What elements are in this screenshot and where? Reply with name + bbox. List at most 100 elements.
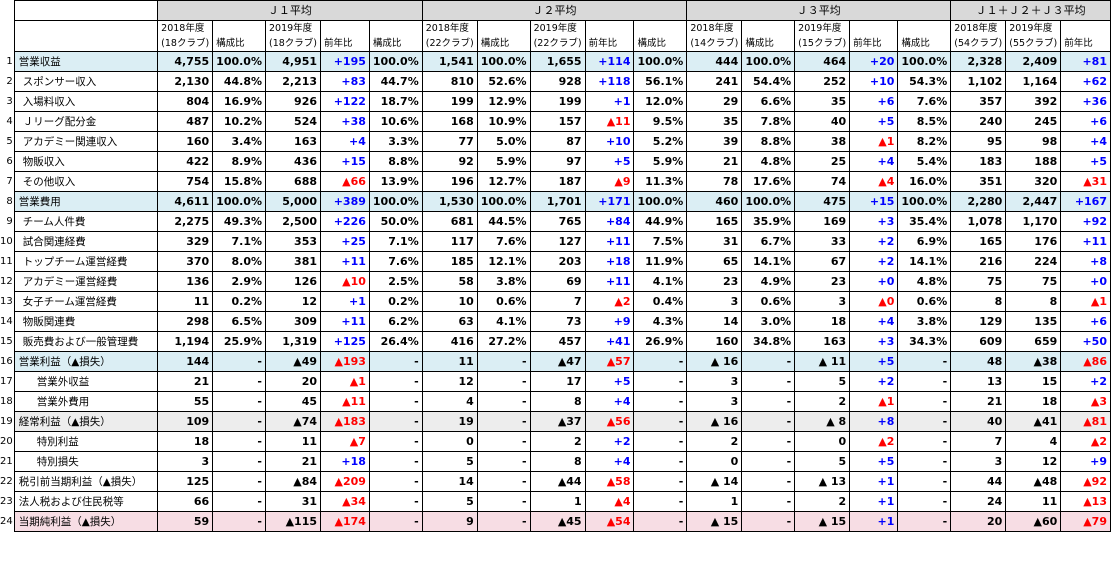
table-cell: +41 [584,331,635,352]
row-number-header [0,36,15,52]
table-cell: - [368,511,423,532]
table-cell: 35.9% [741,211,796,232]
table-cell: 688 [264,171,322,192]
group-header-1: Ｊ１平均 [157,0,423,21]
row-label: 販売費および一般管理費 [13,331,159,352]
table-cell: 3 [794,291,851,312]
row-label: 女子チーム運営経費 [13,291,159,312]
table-cell: 25 [794,151,851,172]
table-row: 14 物販関連費 298 6.5% 309 +11 6.2% 63 4.1% 73 +9 4.3% 14… [0,311,1111,332]
table-cell: ▲ 15 [686,511,743,532]
table-cell: 78 [686,171,743,192]
table-cell: 609 [950,331,1007,352]
table-cell: - [897,411,952,432]
table-cell: 353 [264,231,322,252]
table-cell: 240 [950,111,1007,132]
table-cell: +38 [320,111,370,132]
table-cell: - [633,351,688,372]
subheader-cell: 2019年度 [264,20,322,36]
table-cell: 63 [421,311,478,332]
table-row: 15 販売費および一般管理費 1,194 25.9% 1,319 +125 26.4% 416… [0,331,1111,352]
table-cell: 12.7% [476,171,531,192]
table-cell: 4.1% [633,271,688,292]
subheader-cell: 前年比 [849,36,899,52]
table-cell: - [368,471,423,492]
table-cell: 2,213 [264,71,322,92]
subheader-cell: 2019年度 [529,20,586,36]
table-cell: 176 [1005,231,1062,252]
table-row: 12 アカデミー運営経費 136 2.9% 126 ▲10 2.5% 58 3.8% 69 +11 4… [0,271,1111,292]
table-cell: +6 [1060,111,1111,132]
table-cell: - [212,511,266,532]
row-number: 18 [0,395,13,407]
row-label: 試合関連経費 [13,231,159,252]
table-cell: +11 [584,271,635,292]
table-cell: 810 [421,71,478,92]
table-cell: 14.1% [897,251,952,272]
table-cell: 7.6% [368,251,423,272]
table-cell: ▲79 [1060,511,1111,532]
table-cell: 8 [529,391,586,412]
table-cell: 35.4% [897,211,952,232]
table-cell: 12.0% [633,91,688,112]
table-row: 19 経常利益（▲損失） 109- ▲74 ▲183-19- ▲37 ▲56- ▲ 16- ▲ … [0,411,1111,432]
table-cell: 3 [157,451,214,472]
table-cell: 12.1% [476,251,531,272]
table-cell: 100.0% [897,51,952,72]
table-cell: 127 [529,231,586,252]
table-cell: 8 [529,451,586,472]
table-cell: 8.5% [897,111,952,132]
row-label: アカデミー運営経費 [13,271,159,292]
group-header-4: Ｊ１＋Ｊ２＋Ｊ３平均 [950,0,1111,21]
table-cell: 8.8% [741,131,796,152]
row-number: 23 [0,495,13,507]
table-cell: 52.6% [476,71,531,92]
table-cell: ▲2 [1060,431,1111,452]
row-label: 営業外費用 [13,391,159,412]
table-cell: ▲54 [584,511,635,532]
table-row: 21 特別損失 3-21 +18-5-8 +4-0-5 +5-3 12 +9 [0,451,1111,472]
table-cell: 31 [686,231,743,252]
table-cell: 5.9% [633,151,688,172]
table-cell: 100.0% [741,191,796,212]
table-cell: 2 [794,491,851,512]
row-number: 7 [6,175,13,187]
table-cell: 16.9% [212,91,266,112]
table-cell: 203 [529,251,586,272]
table-cell: - [741,451,796,472]
table-cell: 357 [950,91,1007,112]
table-cell: 21 [157,371,214,392]
table-cell: +114 [584,51,635,72]
table-cell: ▲58 [584,471,635,492]
table-cell: - [476,371,531,392]
table-cell: 21 [264,451,322,472]
subheader-cell: 2018年度 [157,20,214,36]
table-cell: 444 [686,51,743,72]
row-number: 19 [0,415,13,427]
table-cell: +6 [849,91,899,112]
table-cell: 39 [686,131,743,152]
table-cell: 11 [264,431,322,452]
table-cell: 0.2% [368,291,423,312]
table-cell: 1,078 [950,211,1007,232]
table-cell: 199 [421,91,478,112]
table-cell: 18 [157,431,214,452]
table-cell: 1,170 [1005,211,1062,232]
table-cell: 18 [794,311,851,332]
table-cell: 10 [421,291,478,312]
subheader-cell [476,20,531,36]
table-cell: 100.0% [633,51,688,72]
table-cell: +5 [1060,151,1111,172]
table-cell: 20 [264,371,322,392]
table-cell: 1,541 [421,51,478,72]
row-label: 法人税および住民税等 [13,491,159,512]
row-label: 税引前当期利益（▲損失） [13,471,159,492]
table-cell: 163 [264,131,322,152]
table-cell: +83 [320,71,370,92]
table-cell: ▲60 [1005,511,1062,532]
table-cell: +2 [584,431,635,452]
table-cell: +36 [1060,91,1111,112]
table-cell: +2 [849,371,899,392]
table-cell: 5 [794,371,851,392]
table-cell: 3 [686,291,743,312]
